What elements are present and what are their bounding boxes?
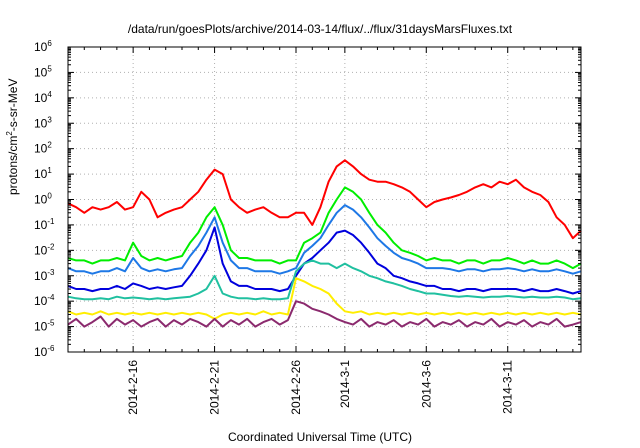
y-tick-label: 103 (34, 115, 52, 130)
x-tick-label: 2014-2-16 (126, 360, 140, 415)
series-line-4 (67, 226, 582, 295)
series-line-3 (67, 204, 582, 275)
series-line-1 (67, 159, 582, 240)
y-tick-label: 101 (34, 166, 52, 181)
y-tick-label: 102 (34, 141, 52, 156)
y-tick-label: 10-3 (34, 268, 55, 283)
y-tick-label: 104 (34, 90, 52, 105)
y-axis-label-prefix: protons/cm (6, 135, 20, 195)
y-tick-exponent: -2 (47, 242, 55, 251)
series-line-5 (67, 259, 582, 301)
y-tick-label: 10-5 (34, 319, 55, 334)
y-tick-label: 105 (34, 64, 52, 79)
series-line-6 (67, 277, 582, 320)
x-tick-label: 2014-2-21 (208, 360, 222, 415)
y-axis-label-suffix: -s-sr-MeV (6, 78, 20, 132)
x-tick-label: 2014-3-6 (419, 360, 433, 408)
y-tick-exponent: 6 (47, 39, 52, 48)
chart-title: /data/run/goesPlots/archive/2014-03-14/f… (127, 22, 513, 36)
x-axis-label: Coordinated Universal Time (UTC) (227, 430, 413, 444)
y-tick-exponent: -6 (47, 344, 55, 353)
x-tick-label: 2014-3-11 (501, 360, 515, 414)
y-tick-exponent: -3 (47, 268, 55, 277)
y-tick-label: 10-2 (34, 242, 55, 257)
y-axis-label: protons/cm2-s-sr-MeV (5, 79, 20, 195)
y-tick-label: 100 (34, 192, 52, 207)
y-tick-label: 10-4 (34, 293, 55, 308)
y-tick-exponent: 3 (47, 115, 52, 124)
y-tick-label: 10-1 (34, 217, 55, 232)
y-tick-exponent: 2 (47, 141, 52, 150)
y-tick-exponent: -4 (47, 293, 55, 302)
series-line-2 (67, 186, 582, 270)
y-tick-exponent: -5 (47, 319, 55, 328)
y-tick-exponent: 0 (47, 192, 52, 201)
x-tick-label: 2014-2-26 (289, 360, 303, 415)
y-tick-exponent: 1 (47, 166, 52, 175)
y-tick-exponent: -1 (47, 217, 55, 226)
y-axis-label-sup: 2 (5, 131, 14, 136)
series-line-7 (67, 300, 582, 328)
y-tick-exponent: 4 (47, 90, 52, 99)
y-tick-label: 106 (34, 39, 52, 54)
y-tick-exponent: 5 (47, 64, 52, 73)
x-tick-label: 2014-3-1 (338, 360, 352, 408)
y-tick-label: 10-6 (34, 344, 55, 359)
